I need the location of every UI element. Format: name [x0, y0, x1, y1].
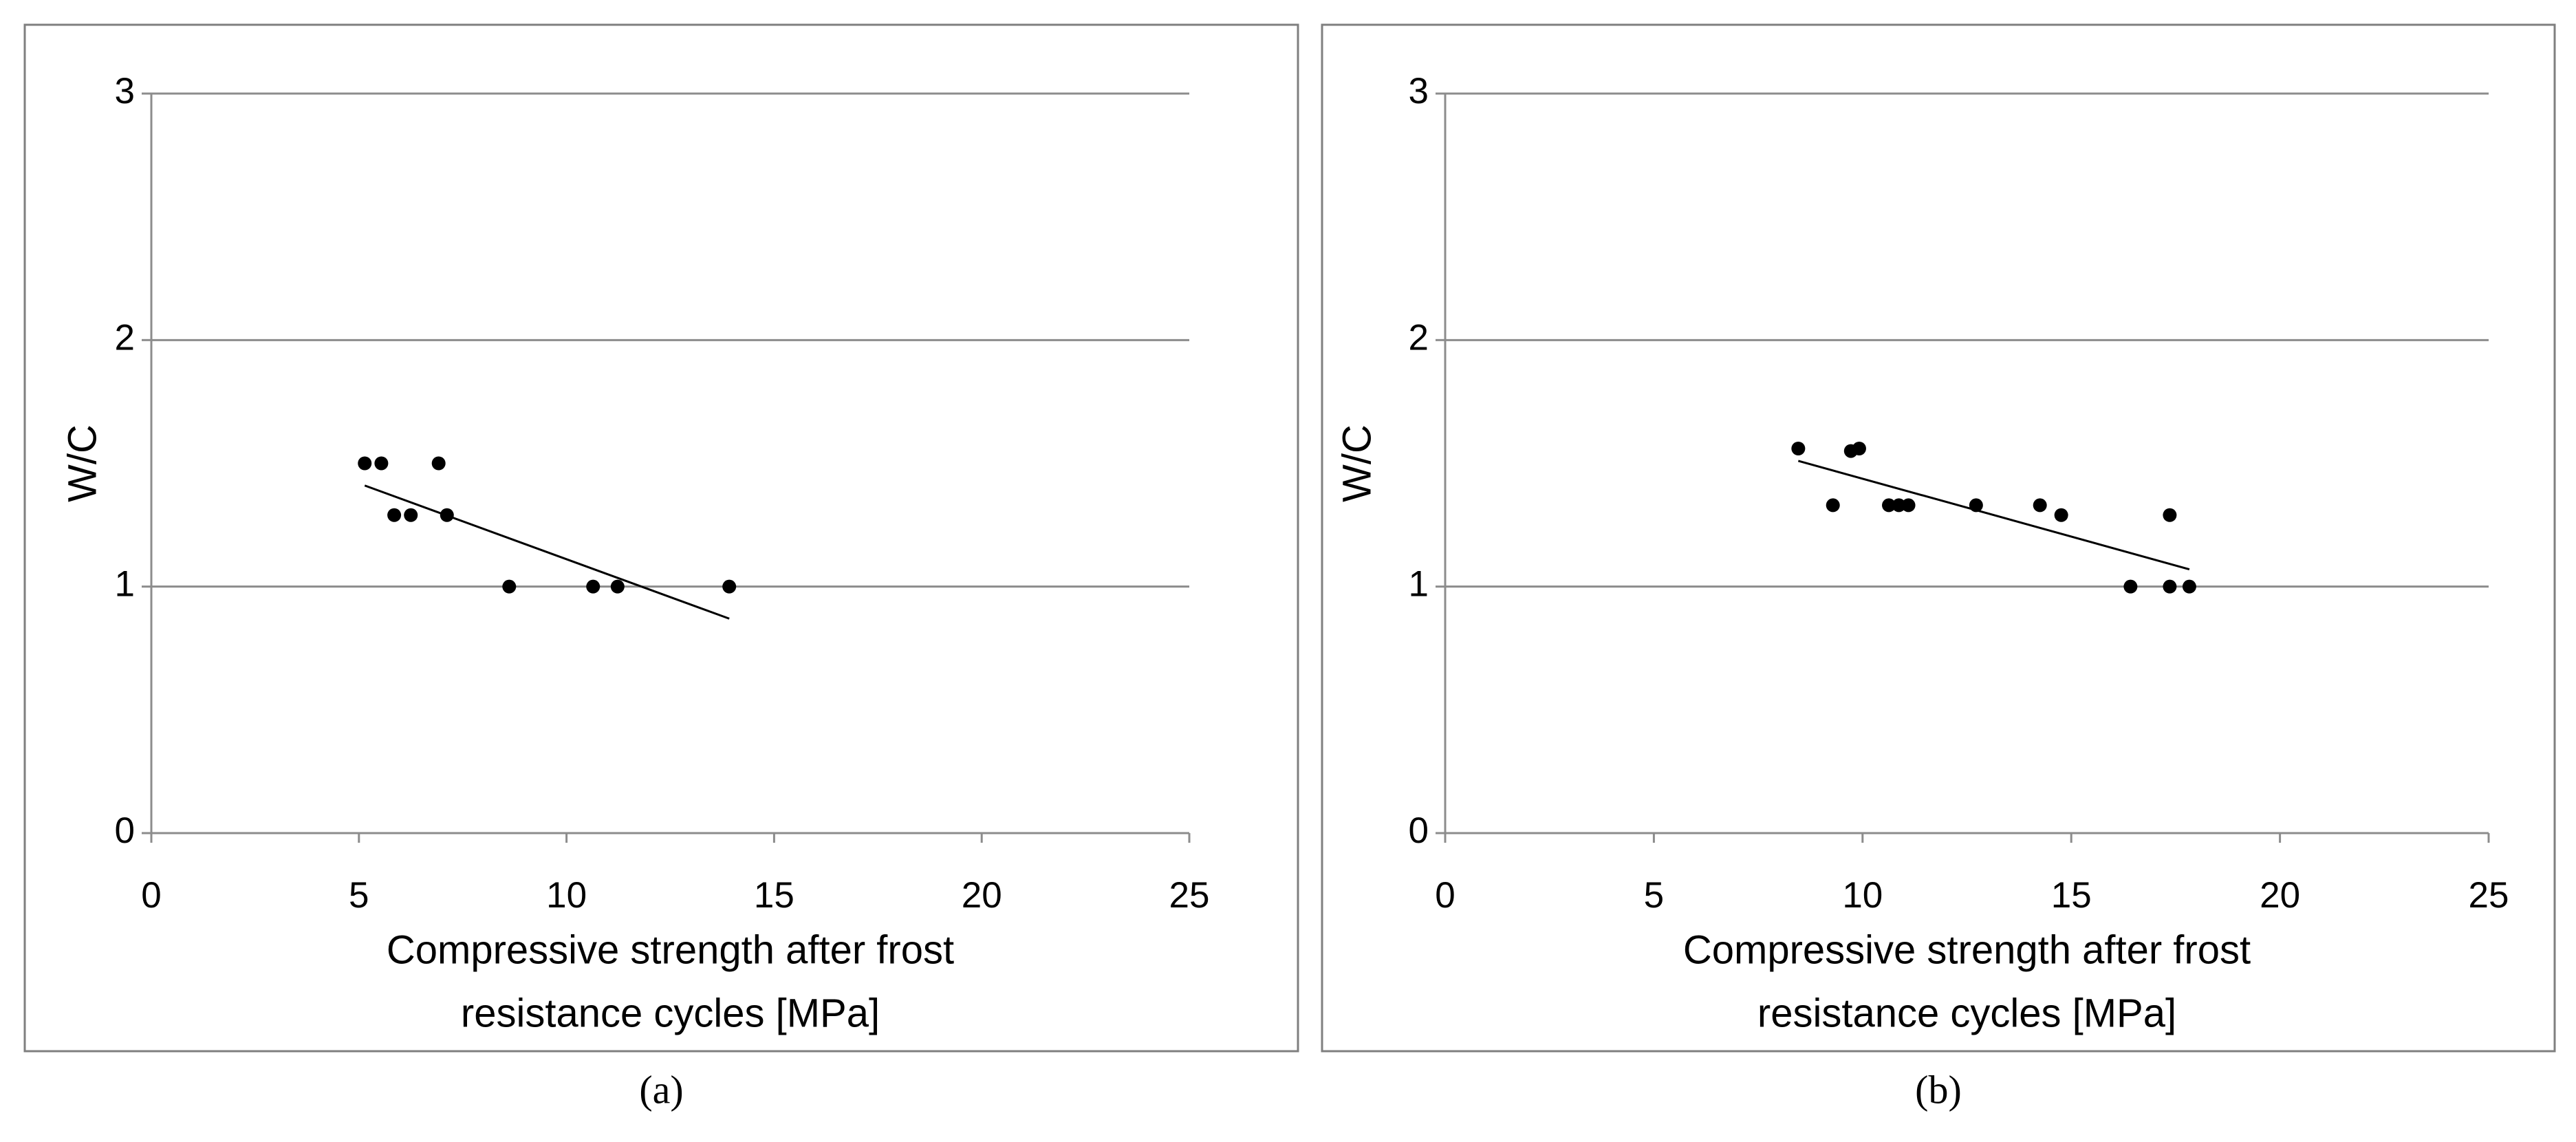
- x-axis-title: Compressive strength after frost: [387, 927, 954, 972]
- x-tick-label: 15: [2051, 875, 2092, 916]
- point: [1882, 498, 1896, 513]
- point: [1969, 498, 1983, 513]
- x-tick-label: 0: [141, 875, 161, 916]
- y-tick-label: 2: [115, 317, 135, 358]
- x-axis-title: resistance cycles [MPa]: [461, 991, 880, 1035]
- y-tick-label: 2: [1409, 317, 1429, 358]
- caption: (b): [1915, 1067, 1962, 1112]
- point: [1826, 498, 1840, 513]
- y-axis-title: W/C: [1334, 424, 1379, 502]
- y-tick-label: 3: [1409, 71, 1429, 111]
- x-tick-label: 5: [1644, 875, 1664, 916]
- x-tick-label: 5: [349, 875, 369, 916]
- point: [1892, 498, 1906, 513]
- panel: 0 1 2 3 0 5 10 15 20 25 Compressive strength after…: [1321, 23, 2556, 1112]
- point: [1901, 498, 1916, 513]
- point: [586, 579, 600, 594]
- caption: (a): [639, 1067, 683, 1112]
- point: [1791, 442, 1806, 455]
- point: [2033, 498, 2047, 513]
- x-tick-label: 25: [2469, 875, 2509, 916]
- x-tick-label: 20: [962, 875, 1002, 916]
- x-tick-label: 20: [2260, 875, 2300, 916]
- y-tick-label: 1: [1409, 564, 1429, 605]
- panel-border: [1321, 23, 2556, 1053]
- point: [722, 579, 737, 594]
- panel-border: [23, 23, 1299, 1053]
- x-tick-label: 10: [1842, 875, 1883, 916]
- point: [387, 508, 402, 522]
- trend-line: [364, 484, 730, 620]
- point: [502, 579, 517, 594]
- point: [2163, 508, 2177, 522]
- y-tick-label: 0: [115, 810, 135, 851]
- point: [2054, 508, 2068, 522]
- y-tick-label: 3: [115, 71, 135, 111]
- point: [440, 508, 454, 522]
- x-axis-title: resistance cycles [MPa]: [1757, 991, 2176, 1035]
- point: [358, 456, 372, 471]
- point: [610, 579, 625, 594]
- x-axis-title: Compressive strength after frost: [1683, 927, 2251, 972]
- point: [431, 456, 446, 471]
- trend-line: [1797, 460, 2190, 571]
- x-tick-label: 0: [1435, 875, 1455, 916]
- y-tick-label: 1: [115, 564, 135, 605]
- panel: 0 1 2 3 0 5 10 15 20 25 Compressive strength after…: [23, 23, 1299, 1112]
- x-tick-label: 15: [754, 875, 794, 916]
- point: [404, 508, 418, 522]
- x-tick-label: 25: [1169, 875, 1210, 916]
- point: [2163, 579, 2177, 594]
- y-tick-label: 0: [1409, 810, 1429, 851]
- point: [2123, 579, 2138, 594]
- y-axis-title: W/C: [60, 424, 105, 502]
- x-tick-label: 10: [546, 875, 587, 916]
- point: [2182, 579, 2196, 594]
- point: [374, 456, 389, 471]
- point: [1852, 442, 1866, 455]
